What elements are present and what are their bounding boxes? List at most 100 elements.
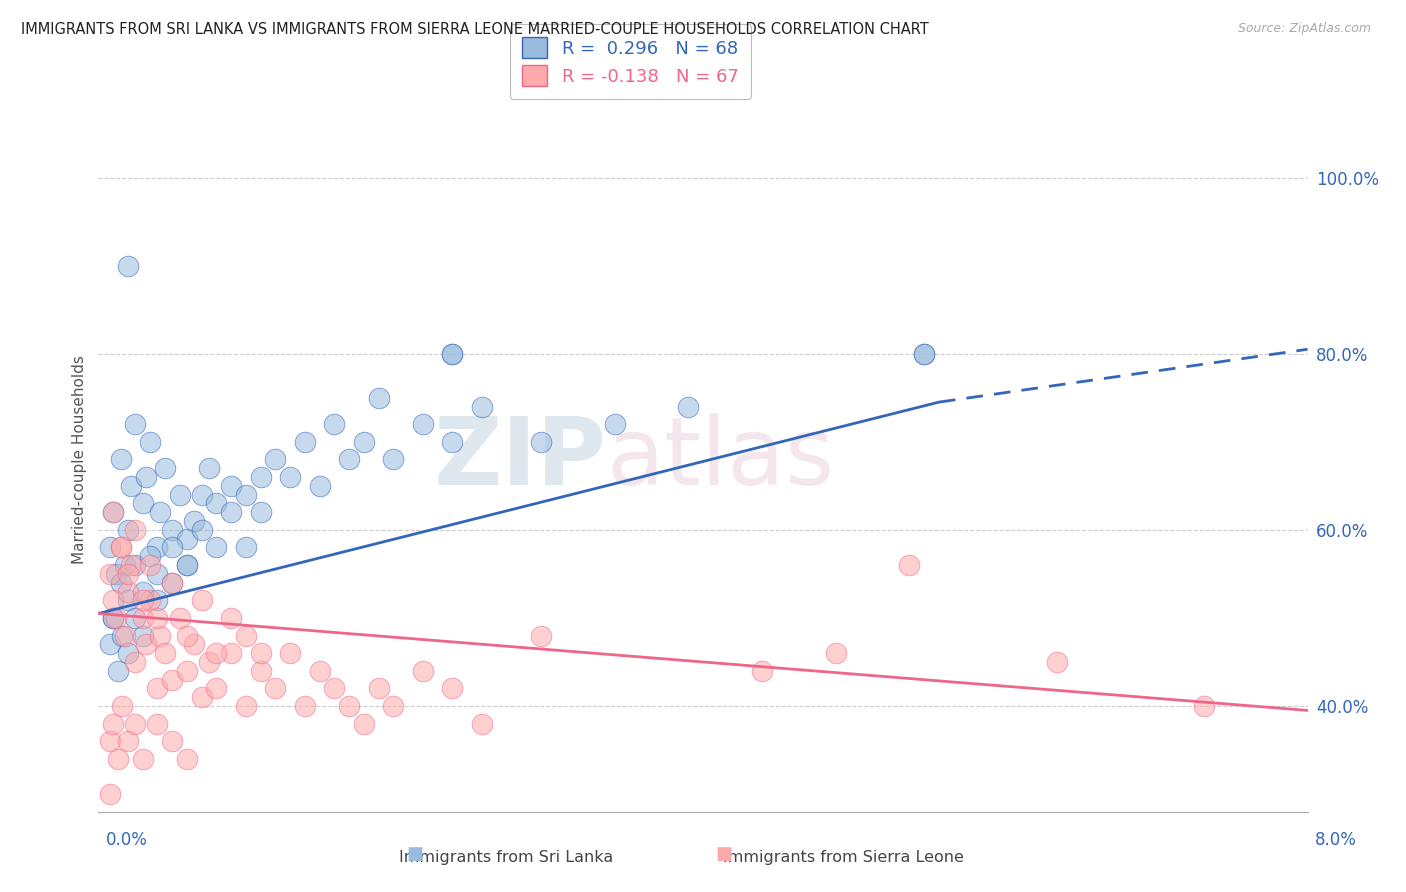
- Point: [190, 523, 212, 537]
- Point: [146, 566, 169, 581]
- Point: [471, 400, 494, 414]
- Point: [114, 628, 136, 642]
- Point: [117, 566, 139, 581]
- Text: 8.0%: 8.0%: [1315, 831, 1357, 849]
- Point: [530, 434, 553, 449]
- Point: [235, 699, 257, 714]
- Point: [160, 523, 183, 537]
- Point: [308, 479, 330, 493]
- Legend: R =  0.296   N = 68, R = -0.138   N = 67: R = 0.296 N = 68, R = -0.138 N = 67: [509, 24, 751, 99]
- Point: [249, 646, 271, 660]
- Point: [153, 461, 176, 475]
- Point: [117, 593, 139, 607]
- Point: [264, 681, 287, 696]
- Point: [441, 346, 464, 360]
- Point: [110, 541, 132, 555]
- Point: [98, 787, 121, 801]
- Point: [412, 664, 434, 678]
- Point: [441, 434, 464, 449]
- Point: [219, 646, 242, 660]
- Point: [471, 716, 494, 731]
- Point: [149, 505, 172, 519]
- Point: [294, 434, 316, 449]
- Point: [120, 479, 142, 493]
- Point: [124, 611, 146, 625]
- Point: [139, 434, 162, 449]
- Point: [235, 628, 257, 642]
- Point: [146, 716, 169, 731]
- Point: [139, 558, 162, 573]
- Point: [114, 558, 136, 573]
- Point: [367, 391, 389, 405]
- Point: [367, 681, 389, 696]
- Point: [110, 452, 132, 467]
- Point: [219, 479, 242, 493]
- Point: [190, 593, 212, 607]
- Point: [190, 487, 212, 501]
- Point: [912, 346, 935, 360]
- Point: [117, 523, 139, 537]
- Point: [105, 566, 128, 581]
- Point: [139, 593, 162, 607]
- Point: [101, 716, 124, 731]
- Point: [441, 681, 464, 696]
- Point: [105, 611, 128, 625]
- Point: [294, 699, 316, 714]
- Point: [107, 752, 129, 766]
- Point: [183, 514, 205, 528]
- Point: [101, 505, 124, 519]
- Point: [107, 664, 129, 678]
- Point: [441, 346, 464, 360]
- Point: [160, 575, 183, 590]
- Point: [337, 452, 360, 467]
- Point: [264, 452, 287, 467]
- Point: [219, 505, 242, 519]
- Point: [117, 646, 139, 660]
- Point: [898, 558, 921, 573]
- Point: [198, 655, 221, 669]
- Point: [110, 541, 132, 555]
- Text: Immigrants from Sierra Leone: Immigrants from Sierra Leone: [723, 850, 965, 865]
- Y-axis label: Married-couple Households: Married-couple Households: [72, 355, 87, 564]
- Point: [1194, 699, 1216, 714]
- Point: [176, 752, 198, 766]
- Point: [146, 541, 169, 555]
- Point: [101, 611, 124, 625]
- Point: [308, 664, 330, 678]
- Text: Source: ZipAtlas.com: Source: ZipAtlas.com: [1237, 22, 1371, 36]
- Point: [120, 558, 142, 573]
- Point: [278, 646, 301, 660]
- Point: [1046, 655, 1069, 669]
- Point: [169, 611, 191, 625]
- Point: [382, 699, 405, 714]
- Point: [205, 681, 228, 696]
- Point: [160, 734, 183, 748]
- Point: [751, 664, 773, 678]
- Point: [278, 470, 301, 484]
- Point: [530, 628, 553, 642]
- Point: [131, 611, 153, 625]
- Point: [219, 611, 242, 625]
- Point: [176, 628, 198, 642]
- Point: [101, 611, 124, 625]
- Point: [160, 575, 183, 590]
- Point: [111, 699, 134, 714]
- Point: [235, 487, 257, 501]
- Point: [323, 417, 346, 431]
- Point: [117, 259, 139, 273]
- Point: [146, 681, 169, 696]
- Point: [249, 470, 271, 484]
- Point: [131, 752, 153, 766]
- Point: [169, 487, 191, 501]
- Point: [824, 646, 846, 660]
- Point: [124, 558, 146, 573]
- Text: ■: ■: [406, 845, 423, 863]
- Point: [176, 558, 198, 573]
- Text: Immigrants from Sri Lanka: Immigrants from Sri Lanka: [399, 850, 613, 865]
- Point: [198, 461, 221, 475]
- Point: [131, 584, 153, 599]
- Point: [124, 417, 146, 431]
- Point: [235, 541, 257, 555]
- Point: [131, 593, 153, 607]
- Point: [131, 496, 153, 510]
